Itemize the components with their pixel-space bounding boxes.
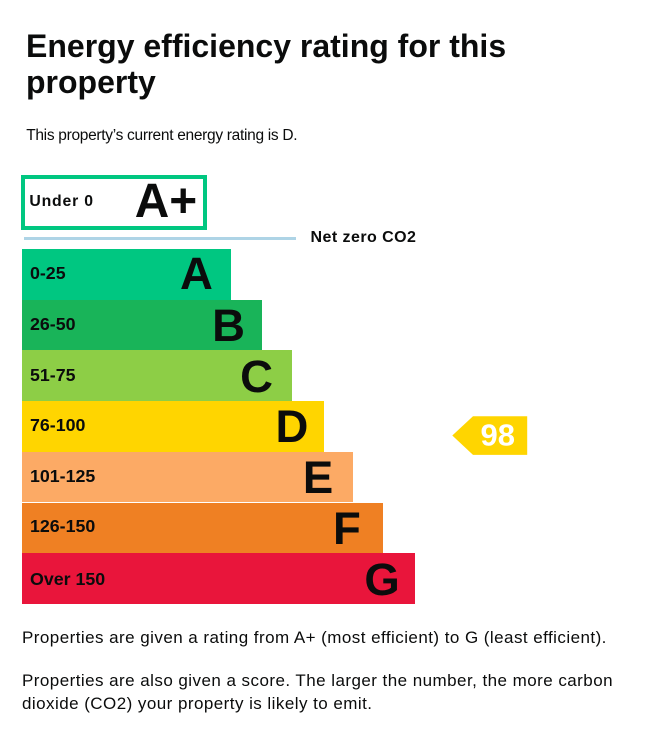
svg-text:98: 98 <box>480 417 514 452</box>
